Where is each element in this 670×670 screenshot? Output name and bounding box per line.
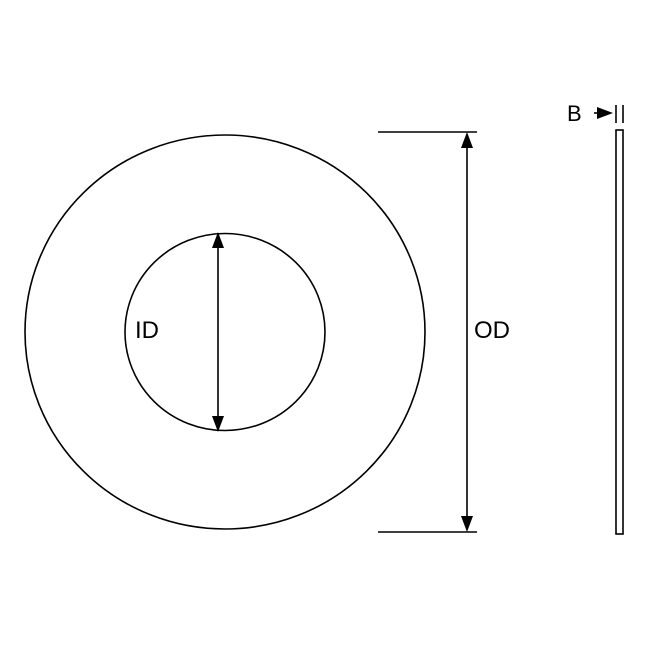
- washer-side-view: [616, 130, 623, 534]
- id-label: ID: [135, 317, 159, 344]
- b-arrow: [597, 107, 613, 119]
- od-arrow-bottom: [461, 516, 473, 532]
- b-label: B: [567, 101, 582, 126]
- washer-outer-circle: [25, 135, 425, 529]
- od-arrow-top: [461, 132, 473, 148]
- washer-technical-drawing: OD ID B: [0, 0, 670, 670]
- od-label: OD: [474, 317, 510, 344]
